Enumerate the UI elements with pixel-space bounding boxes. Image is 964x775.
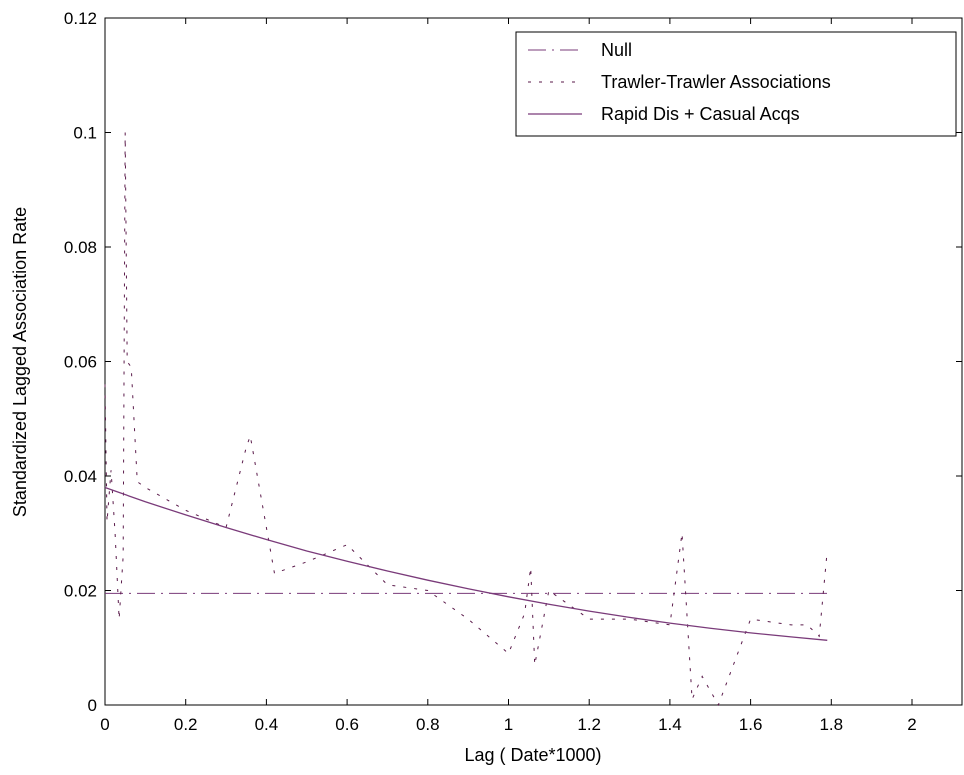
- x-tick-label: 0: [100, 715, 109, 734]
- x-tick-label: 0.2: [174, 715, 198, 734]
- x-tick-label: 1.6: [739, 715, 763, 734]
- y-tick-label: 0.08: [64, 238, 97, 257]
- x-tick-label: 1.4: [658, 715, 682, 734]
- x-tick-label: 1.2: [577, 715, 601, 734]
- legend-label-null: Null: [601, 40, 632, 60]
- legend-box: [515, 31, 957, 137]
- series-layer: [104, 132, 828, 707]
- y-tick-label: 0.12: [64, 9, 97, 28]
- y-tick-label: 0.02: [64, 582, 97, 601]
- x-tick-label: 2: [907, 715, 916, 734]
- x-tick-label: 1.8: [819, 715, 843, 734]
- x-tick-label: 0.4: [255, 715, 279, 734]
- y-tick-label: 0.1: [73, 124, 97, 143]
- y-tick-label: 0.04: [64, 467, 97, 486]
- y-tick-label: 0.06: [64, 353, 97, 372]
- legend-label-rapid: Rapid Dis + Casual Acqs: [601, 104, 800, 124]
- x-axis-label: Lag ( Date*1000): [464, 745, 601, 765]
- x-tick-label: 0.8: [416, 715, 440, 734]
- y-tick-label: 0: [88, 696, 97, 715]
- series-line-3: [104, 486, 828, 641]
- legend: Null Trawler-Trawler Associations Rapid …: [515, 31, 957, 137]
- x-tick-label: 0.6: [335, 715, 359, 734]
- y-axis-label: Standardized Lagged Association Rate: [10, 207, 30, 517]
- y-axis: 0 0.02 0.04 0.06 0.08 0.1 0.12: [64, 9, 962, 715]
- x-axis: 0 0.2 0.4 0.6 0.8 1 1.2 1.4 1.6 1.8 2: [100, 18, 917, 734]
- series-line-2: [104, 132, 828, 707]
- x-tick-label: 1: [504, 715, 513, 734]
- legend-label-trawler: Trawler-Trawler Associations: [601, 72, 831, 92]
